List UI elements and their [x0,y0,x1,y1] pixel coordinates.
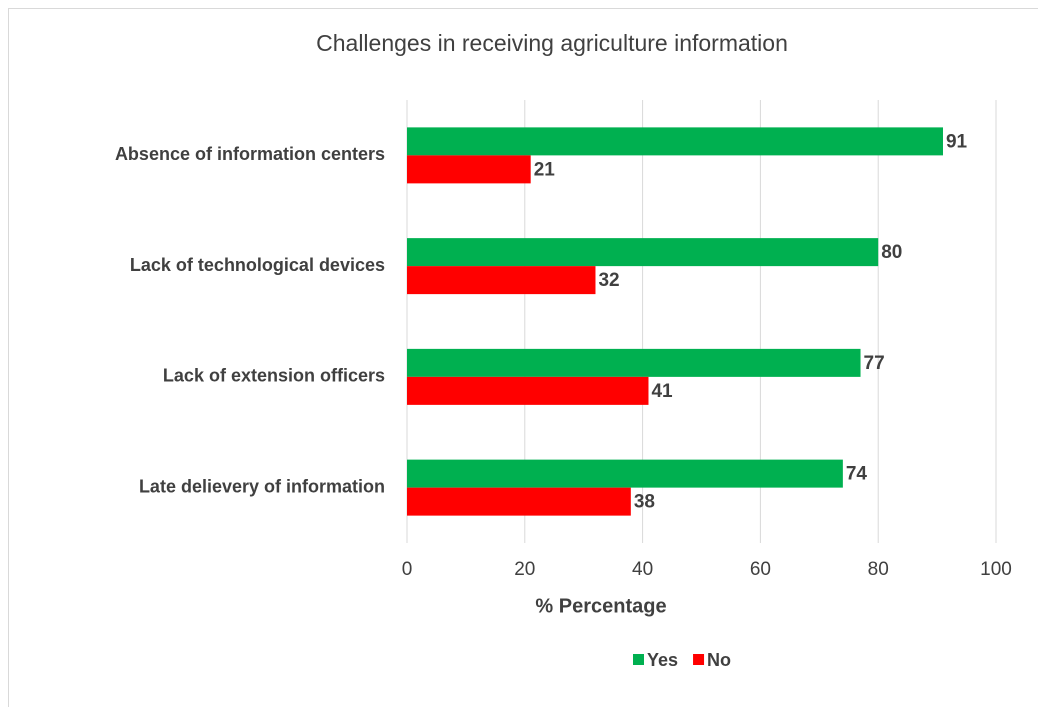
data-label: 80 [881,242,902,263]
bar [407,459,843,488]
x-tick-label: 100 [980,559,1012,580]
bar [407,348,861,377]
legend-label: No [707,650,731,670]
y-tick-label: Absence of information centers [115,144,385,164]
x-tick-label: 40 [632,559,653,580]
y-tick-label: Late delievery of information [139,476,385,496]
legend-swatch [633,654,644,665]
data-label: 32 [598,270,619,291]
data-label: 91 [946,131,968,152]
x-tick-label: 60 [750,559,771,580]
data-label: 74 [846,464,868,485]
chart-title: Challenges in receiving agriculture info… [316,30,788,56]
bar [407,238,879,267]
legend-swatch [693,654,705,665]
bar [407,376,649,405]
data-label: 77 [864,353,885,374]
y-tick-label: Lack of extension officers [163,366,385,386]
data-label: 41 [651,381,673,402]
x-tick-label: 80 [868,559,889,580]
x-tick-label: 20 [514,559,535,580]
bar [407,155,531,184]
data-label: 21 [534,159,556,180]
legend-label: Yes [647,650,678,670]
bar [407,127,943,156]
bar [407,266,596,295]
x-axis-title: % Percentage [535,595,666,617]
y-tick-label: Lack of technological devices [130,255,385,275]
data-label: 38 [634,492,655,513]
x-tick-label: 0 [402,559,413,580]
bar [407,487,631,516]
